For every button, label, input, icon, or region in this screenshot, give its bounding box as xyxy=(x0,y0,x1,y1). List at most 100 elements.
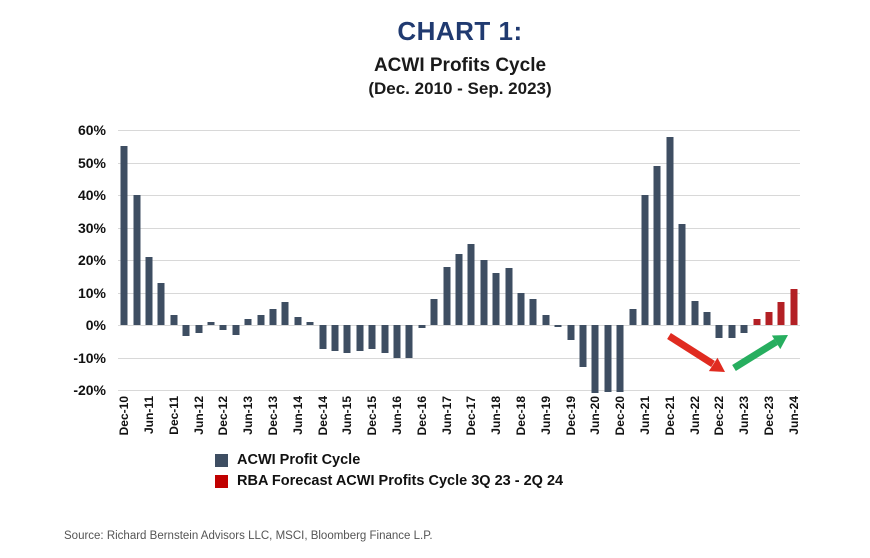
bar-jun-17 xyxy=(443,266,451,325)
bar-mar-18 xyxy=(480,260,488,325)
x-tick-label: Jun-12 xyxy=(191,396,206,435)
bar-jun-24 xyxy=(790,289,798,325)
x-tick-label: Jun-21 xyxy=(638,396,652,435)
bar-mar-13 xyxy=(232,325,240,335)
bar-jun-12 xyxy=(195,325,203,334)
bar-mar-14 xyxy=(281,302,289,325)
gridline xyxy=(118,162,800,164)
chart-title: ACWI Profits Cycle xyxy=(373,55,547,76)
gridline xyxy=(118,130,800,131)
bar-mar-11 xyxy=(133,195,141,325)
bar-jun-21 xyxy=(641,195,649,325)
x-tick-label: Dec-21 xyxy=(662,396,677,436)
x-tick-label: Jun-19 xyxy=(538,396,553,435)
chart-number-title: CHART 1: xyxy=(397,16,523,46)
bar-sep-21 xyxy=(653,165,661,325)
bar-dec-14 xyxy=(319,325,327,350)
y-tick-label: 20% xyxy=(77,252,106,268)
legend-swatch-actual xyxy=(215,453,228,467)
bar-dec-19 xyxy=(567,325,575,340)
bar-mar-16 xyxy=(381,325,389,353)
x-tick-label: Dec-22 xyxy=(712,396,727,436)
bar-sep-22 xyxy=(703,312,711,325)
bar-jun-16 xyxy=(393,325,401,358)
x-tick-label: Dec-19 xyxy=(563,396,578,436)
legend-swatch-forecast xyxy=(215,474,228,488)
y-axis-labels: 60% 50% 40% 30% 20% 10% 0% -10% -20% xyxy=(30,122,106,398)
bar-dec-23 xyxy=(765,312,773,325)
bar-dec-17 xyxy=(467,243,475,325)
gridline xyxy=(118,325,800,326)
y-tick-label: -10% xyxy=(73,349,106,366)
bar-jun-20 xyxy=(591,325,599,394)
bar-sep-12 xyxy=(207,321,215,325)
gridline xyxy=(118,390,800,391)
x-tick-label: Jun-23 xyxy=(737,396,752,435)
y-tick-label: 50% xyxy=(77,154,106,171)
bar-mar-17 xyxy=(430,299,438,325)
bar-sep-17 xyxy=(455,253,463,325)
bar-mar-12 xyxy=(182,325,190,337)
bar-dec-21 xyxy=(666,136,674,325)
bar-jun-18 xyxy=(492,273,500,325)
y-tick-label: 30% xyxy=(77,219,106,236)
red-down-arrow xyxy=(667,333,725,372)
y-tick-label: 0% xyxy=(85,317,106,333)
x-axis-labels: Dec-10 Jun-11 Dec-11 Jun-12 Dec-12 Jun-13 Dec-… xyxy=(117,396,801,458)
bar-sep-11 xyxy=(157,282,165,325)
bar-sep-18 xyxy=(505,268,513,325)
chart-legend: ACWI Profit Cycle RBA Forecast ACWI Prof… xyxy=(215,452,563,494)
x-tick-label: Jun-18 xyxy=(489,396,504,435)
x-tick-label: Dec-18 xyxy=(514,396,528,436)
bar-jun-13 xyxy=(244,318,252,325)
y-tick-label: -20% xyxy=(73,382,106,398)
bar-jun-23 xyxy=(740,325,748,334)
y-tick-label: 10% xyxy=(77,284,106,301)
bar-jun-22 xyxy=(691,300,699,325)
bar-mar-23 xyxy=(728,325,736,338)
x-tick-label: Dec-20 xyxy=(613,396,628,436)
x-tick-label: Jun-22 xyxy=(687,396,702,435)
bar-dec-13 xyxy=(269,308,277,325)
plot-area xyxy=(118,130,800,394)
bar-jun-14 xyxy=(294,316,302,325)
bar-mar-21 xyxy=(629,308,637,325)
legend-label-actual: ACWI Profit Cycle xyxy=(237,452,361,468)
bar-dec-22 xyxy=(715,325,723,338)
legend-item-actual: ACWI Profit Cycle xyxy=(215,452,563,468)
x-tick-label: Jun-16 xyxy=(390,396,404,435)
x-tick-label: Dec-23 xyxy=(762,396,776,436)
green-up-arrow xyxy=(732,335,788,371)
source-attribution: Source: Richard Bernstein Advisors LLC, … xyxy=(64,530,433,542)
bar-dec-11 xyxy=(170,315,178,325)
x-tick-label: Jun-14 xyxy=(290,396,305,435)
bar-sep-19 xyxy=(554,325,562,327)
bar-sep-23 xyxy=(753,318,761,325)
bar-dec-10 xyxy=(120,146,128,325)
bar-mar-24 xyxy=(777,302,785,325)
bar-dec-16 xyxy=(418,325,426,329)
x-tick-label: Dec-10 xyxy=(117,396,132,436)
x-tick-label: Jun-15 xyxy=(340,396,355,435)
gridline xyxy=(118,195,800,196)
bar-mar-15 xyxy=(331,325,339,351)
bar-jun-11 xyxy=(145,256,153,325)
bar-mar-22 xyxy=(678,224,686,325)
bar-sep-13 xyxy=(257,315,265,325)
x-tick-label: Jun-20 xyxy=(588,396,603,435)
bar-sep-20 xyxy=(604,325,612,392)
bar-dec-20 xyxy=(616,325,624,392)
legend-label-forecast: RBA Forecast ACWI Profits Cycle 3Q 23 - … xyxy=(237,473,564,489)
bar-mar-19 xyxy=(529,299,537,325)
x-tick-label: Dec-15 xyxy=(365,396,380,436)
x-tick-label: Dec-11 xyxy=(166,396,181,435)
chart-header: CHART 1: ACWI Profits Cycle (Dec. 2010 -… xyxy=(50,16,870,99)
gridline xyxy=(118,357,800,359)
y-tick-label: 60% xyxy=(77,122,106,138)
bar-sep-14 xyxy=(306,321,314,325)
bar-dec-18 xyxy=(517,292,525,325)
x-tick-label: Dec-17 xyxy=(464,396,479,436)
bar-dec-12 xyxy=(219,325,227,330)
x-tick-label: Jun-13 xyxy=(241,396,256,435)
